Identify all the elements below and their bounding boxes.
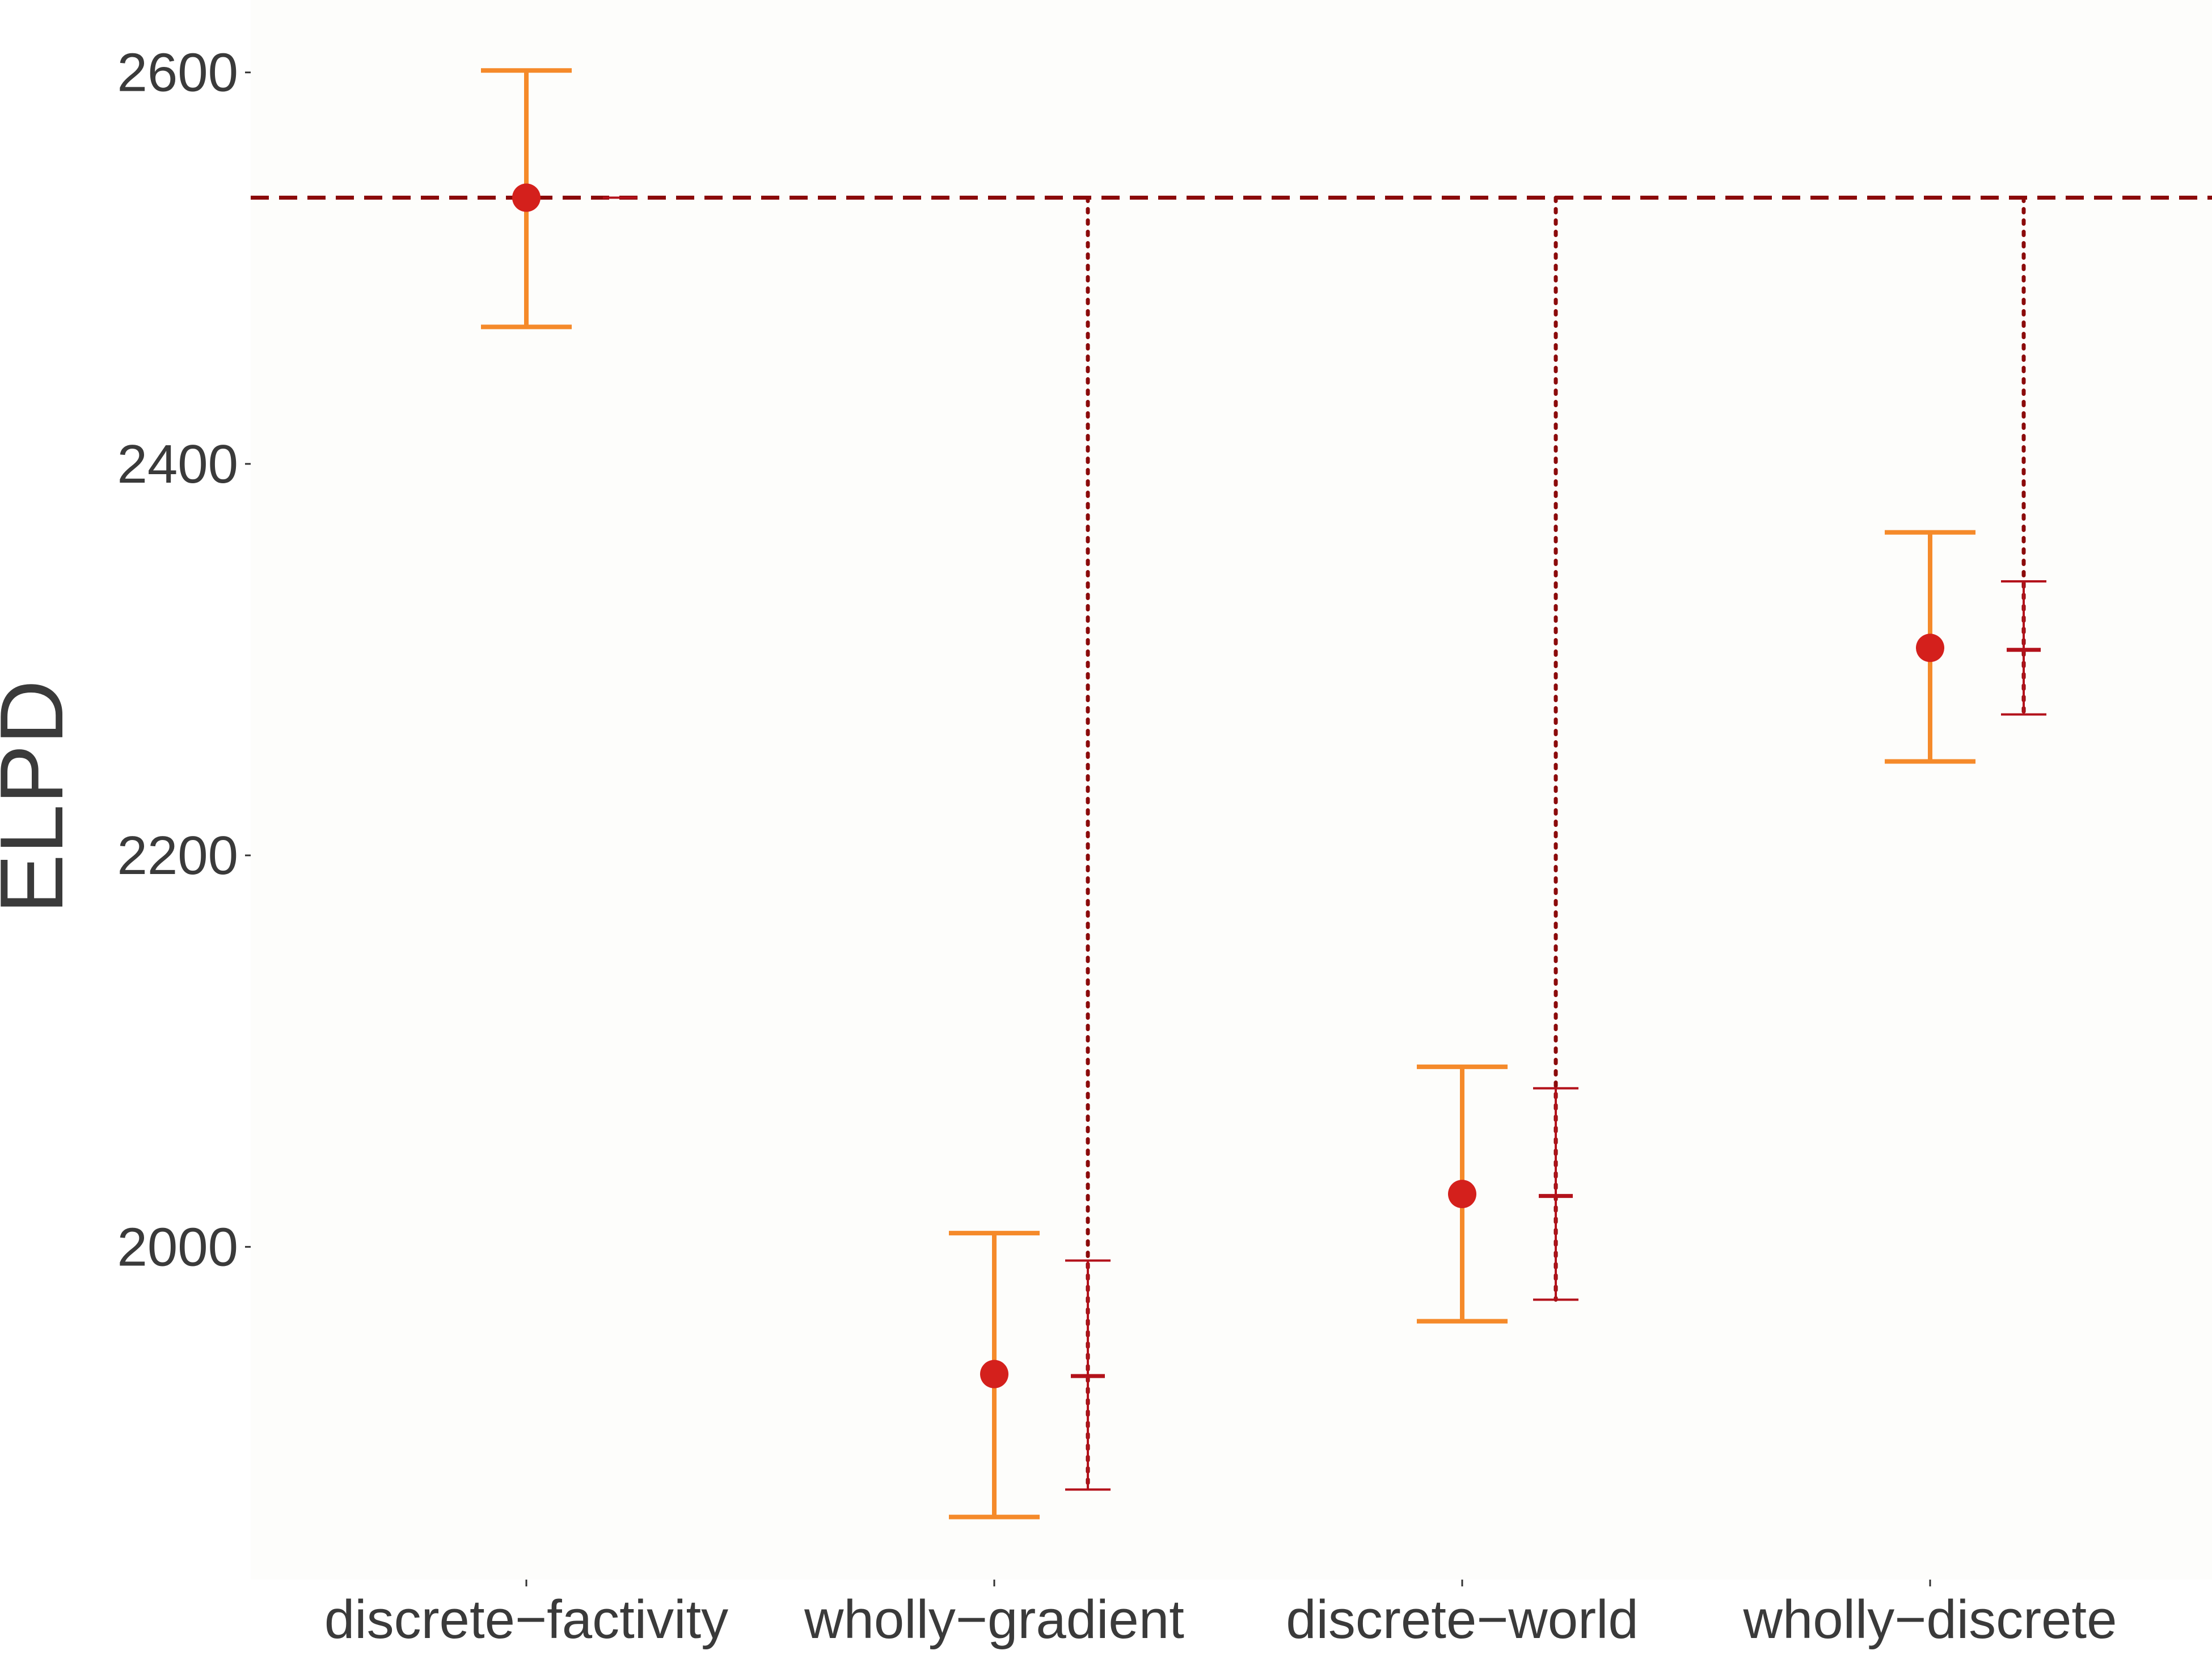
y-tick-label: 2200	[117, 825, 238, 886]
elpd-point	[1448, 1180, 1476, 1209]
y-tick-label: 2600	[117, 43, 238, 103]
plot-panel	[251, 0, 2212, 1580]
elpd-point	[1916, 634, 1944, 662]
y-tick-label: 2400	[117, 434, 238, 495]
x-tick-label: wholly−discrete	[1743, 1589, 2117, 1650]
x-tick-label: wholly−gradient	[804, 1589, 1184, 1650]
y-axis-label: ELPD	[0, 680, 82, 914]
marks	[481, 68, 2046, 1519]
x-axis: discrete−factivity wholly−gradient discret…	[324, 1580, 2117, 1650]
y-axis: 2000 2200 2400 2600	[117, 43, 251, 1277]
x-tick-label: discrete−factivity	[324, 1589, 728, 1650]
elpd-point	[512, 183, 541, 212]
elpd-point	[980, 1360, 1008, 1388]
y-tick-label: 2000	[117, 1217, 238, 1277]
x-tick-label: discrete−world	[1286, 1589, 1639, 1650]
